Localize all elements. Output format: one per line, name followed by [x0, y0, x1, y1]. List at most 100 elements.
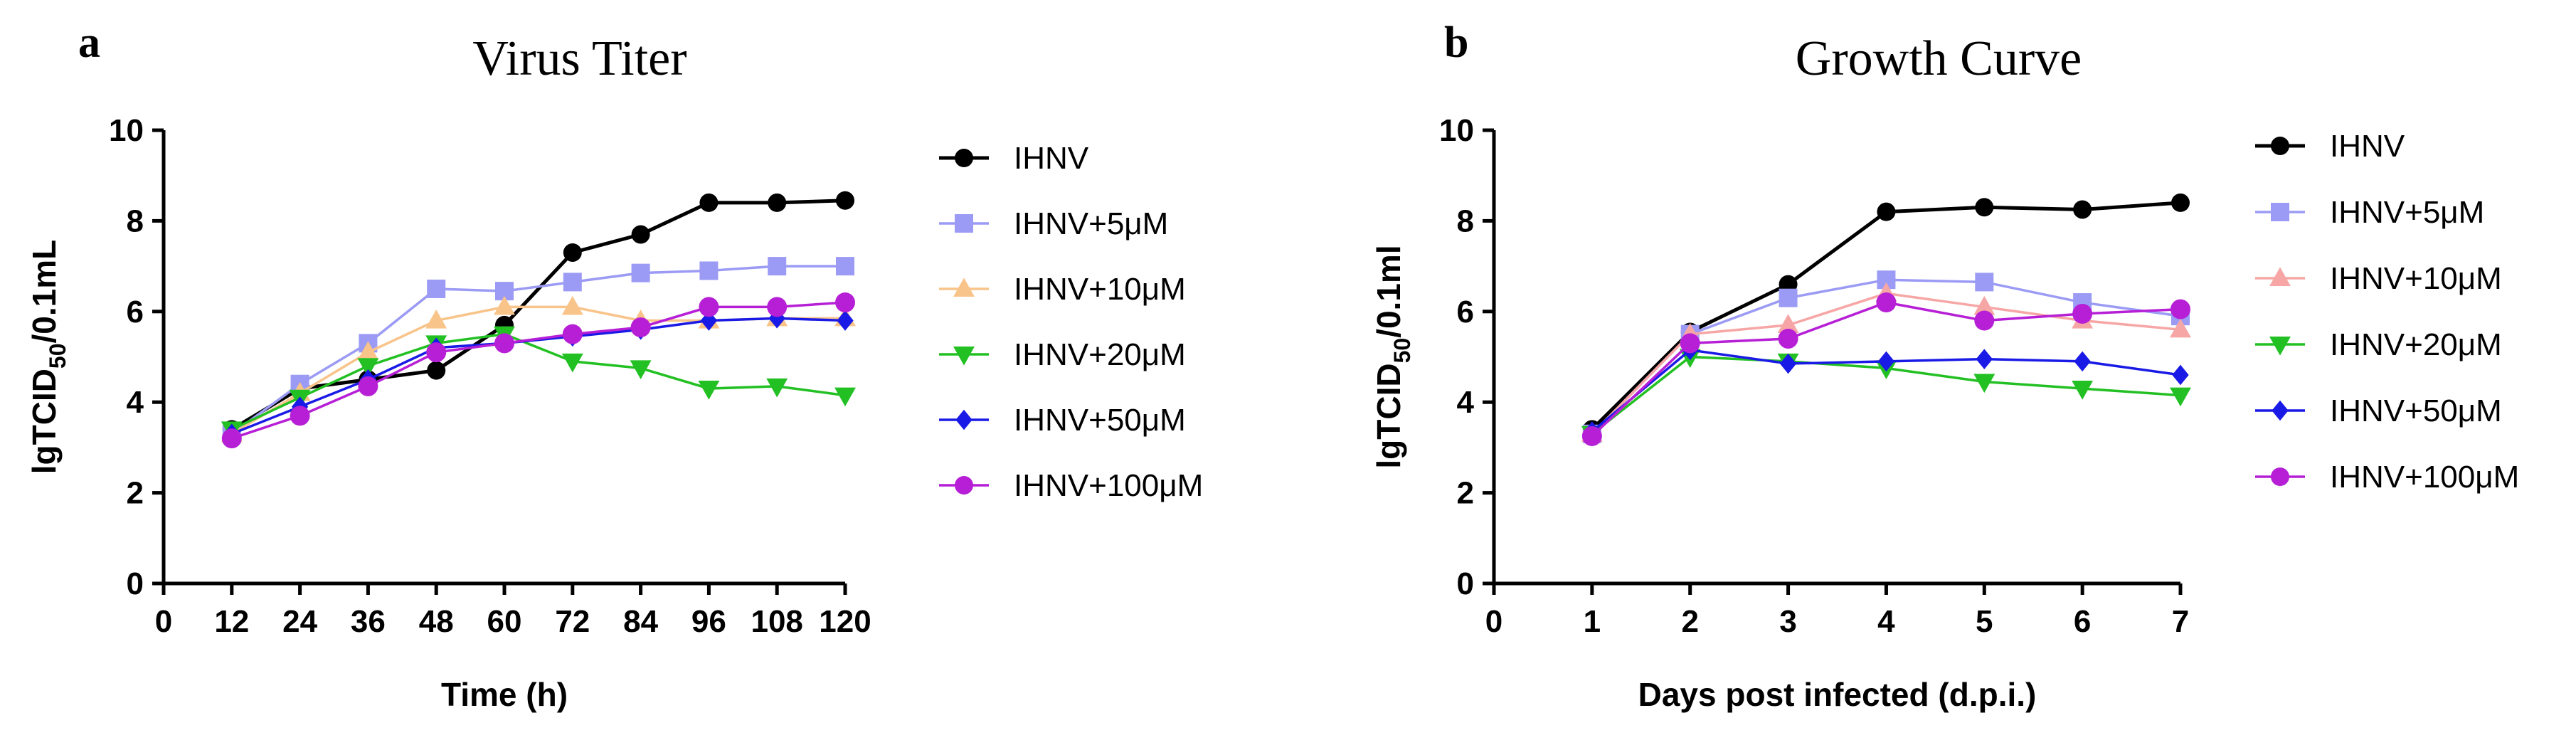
panel-letter: b [1444, 18, 1468, 67]
data-point [835, 292, 855, 313]
data-point [2073, 200, 2092, 219]
y-axis-label-unit: /0.1mL [26, 240, 63, 344]
x-tick-label: 48 [419, 604, 454, 639]
data-point [1974, 310, 1995, 331]
legend-marker [955, 409, 972, 430]
series-5 [1581, 292, 2190, 446]
x-tick-label: 0 [1485, 604, 1502, 639]
data-point [768, 193, 787, 212]
data-point [2072, 303, 2093, 324]
data-point [699, 297, 719, 317]
legend-item: IHNV+50μM [2255, 393, 2502, 428]
legend-label: IHNV+5μM [2330, 195, 2484, 230]
series-4 [223, 308, 854, 445]
legend-label: IHNV [1014, 141, 1089, 176]
legend-marker [2269, 336, 2291, 356]
chart-panel-b: b Growth Curve 0 2 4 6 8 10 0 1 2 3 4 5 6 7 Days post in… [1370, 18, 2519, 713]
y-tick-label: 2 [1457, 476, 1474, 511]
data-point [1976, 349, 1993, 369]
data-point [2172, 364, 2189, 386]
legend-marker [955, 214, 973, 233]
series-line [230, 265, 845, 435]
legend-marker [2272, 400, 2289, 421]
series-line [231, 332, 846, 431]
x-tick-label: 7 [2172, 604, 2189, 639]
data-point [221, 428, 242, 449]
y-tick-label: 4 [127, 385, 144, 420]
panel-letter: a [78, 18, 100, 67]
legend-marker [955, 149, 973, 167]
series-line [231, 317, 846, 435]
series-3 [221, 326, 856, 441]
x-tick-label: 96 [691, 604, 726, 639]
x-tick-label: 12 [214, 604, 249, 639]
data-point [563, 243, 582, 262]
data-point [1680, 333, 1700, 354]
y-tick-label: 8 [1457, 204, 1474, 238]
series-line [231, 301, 846, 440]
data-point [1975, 273, 1994, 292]
y-tick-label: 6 [1457, 295, 1474, 329]
legend-item: IHNV+100μM [2255, 460, 2519, 495]
legend-label: IHNV+100μM [1014, 468, 1203, 503]
series-0 [1582, 193, 2190, 439]
x-tick-label: 6 [2074, 604, 2091, 639]
x-tick-label: 2 [1681, 604, 1698, 639]
data-point [700, 310, 718, 331]
data-point [631, 225, 650, 244]
y-tick-label: 10 [109, 113, 144, 148]
x-tick-label: 1 [1584, 604, 1601, 639]
data-point [427, 361, 446, 380]
legend-item: IHNV+10μM [939, 272, 1186, 307]
legend-item: IHNV+5μM [2255, 195, 2484, 230]
data-point [2072, 381, 2094, 400]
x-tick-label: 84 [623, 604, 658, 639]
x-tick-label: 3 [1779, 604, 1796, 639]
legend-item: IHNV [939, 141, 1089, 176]
y-axis-label: lgTCID50/0.1mL [26, 240, 70, 475]
data-point [494, 295, 515, 315]
data-point [630, 360, 652, 380]
data-point [1876, 292, 1897, 313]
data-point [768, 308, 785, 329]
data-point [1975, 198, 1994, 217]
data-point [1877, 202, 1896, 221]
data-point [1973, 295, 1995, 315]
data-point [561, 295, 583, 315]
legend-label: IHNV [2330, 129, 2405, 164]
series-0 [222, 191, 854, 439]
data-point [2074, 351, 2091, 372]
data-point [699, 261, 719, 280]
legend-marker [2269, 267, 2291, 287]
data-point [494, 333, 514, 354]
x-tick-label: 5 [1976, 604, 1993, 639]
data-point [358, 376, 378, 396]
series-1 [222, 257, 854, 443]
data-point [561, 353, 583, 373]
data-point [357, 341, 379, 361]
y-tick-label: 0 [127, 566, 144, 601]
y-axis-label-subscript: 50 [1389, 338, 1415, 364]
legend-label: IHNV+50μM [1014, 403, 1186, 438]
chart-title: Growth Curve [1796, 31, 2082, 86]
y-tick-label: 8 [127, 204, 144, 238]
data-point [768, 257, 787, 276]
data-point [698, 381, 720, 400]
x-tick-label: 24 [282, 604, 317, 639]
legend-item: IHNV+20μM [2255, 327, 2502, 362]
data-point [2171, 193, 2190, 212]
legend-label: IHNV+100μM [2330, 460, 2519, 495]
data-point [767, 297, 788, 317]
data-point [562, 324, 583, 344]
data-point [1779, 288, 1798, 307]
data-point [1581, 426, 1602, 446]
legend-item: IHNV [2255, 129, 2405, 164]
data-point [631, 263, 650, 282]
data-point [837, 310, 854, 331]
data-point [426, 342, 447, 363]
legend-marker [953, 278, 975, 297]
series-line [1591, 201, 2181, 431]
data-point [834, 387, 856, 407]
x-tick-label: 4 [1877, 604, 1895, 639]
